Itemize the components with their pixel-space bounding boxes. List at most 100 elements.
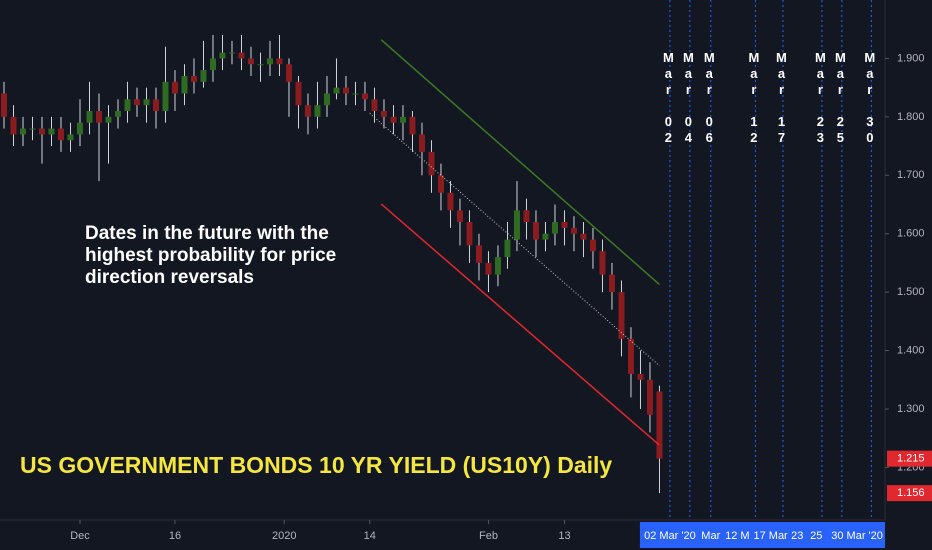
candle-body — [456, 210, 463, 223]
reversal-date-label: Mar 30 — [862, 50, 878, 146]
candle-body — [219, 52, 226, 59]
candle-body — [361, 93, 368, 100]
candle-body — [390, 116, 397, 123]
candle-body — [352, 93, 359, 95]
candle-body — [333, 87, 340, 94]
candle-body — [200, 70, 207, 82]
trend-line — [380, 203, 660, 446]
candle-body — [437, 175, 444, 193]
candle-body — [266, 58, 273, 65]
y-tick-label: 1.700 — [897, 169, 925, 181]
candle-body — [57, 128, 64, 141]
candle-body — [86, 111, 93, 123]
candle-body — [162, 81, 169, 112]
candle-body — [181, 75, 188, 94]
x-tick-label: Dec — [70, 530, 90, 542]
candle-body — [228, 52, 235, 54]
candle-body — [276, 58, 283, 65]
future-tick-label: 02 Mar '20 — [644, 530, 696, 542]
candle-body — [342, 87, 349, 94]
reversal-date-label: Mar 17 — [773, 50, 789, 146]
future-axis-box — [639, 522, 885, 548]
trend-line — [369, 112, 660, 367]
future-tick-label: 25 — [810, 530, 822, 542]
candle-body — [627, 338, 634, 374]
candle-body — [447, 192, 454, 211]
candle-body — [295, 81, 302, 106]
x-tick-label: 13 — [558, 530, 570, 542]
candle-body — [523, 210, 530, 223]
candle-body — [285, 64, 292, 82]
candle-body — [38, 128, 45, 135]
candle-body — [580, 233, 587, 240]
x-tick-label: 2020 — [272, 530, 296, 542]
candle-body — [485, 262, 492, 275]
candle-body — [190, 75, 197, 82]
future-tick-label: 12 M — [725, 530, 749, 542]
candle-body — [95, 111, 102, 123]
future-tick-label: 23 — [791, 530, 803, 542]
trend-line — [380, 39, 660, 286]
candle-body — [504, 239, 511, 258]
candle-body — [124, 99, 131, 112]
candle-body — [10, 116, 17, 135]
y-tick-label: 1.800 — [897, 111, 925, 123]
y-tick-label: 1.900 — [897, 52, 925, 64]
candle-body — [0, 93, 7, 117]
candle-body — [418, 134, 425, 152]
future-tick-label: 17 Mar — [753, 530, 788, 542]
candle-body — [67, 134, 74, 141]
candle-body — [475, 245, 482, 263]
candle-body — [608, 274, 615, 293]
y-tick-label: 1.300 — [897, 403, 925, 415]
candle-body — [209, 58, 216, 71]
candle-body — [399, 116, 406, 123]
x-tick-label: 16 — [169, 530, 181, 542]
candle-body — [152, 99, 159, 112]
y-tick-label: 1.400 — [897, 344, 925, 356]
candle-body — [105, 116, 112, 123]
candle-body — [599, 251, 606, 275]
candle-body — [380, 111, 387, 117]
candle-body — [637, 373, 644, 380]
candle-body — [19, 128, 26, 135]
price-label-box — [887, 450, 932, 467]
future-tick-label: 30 Mar '20 — [831, 530, 883, 542]
candle-body — [323, 93, 330, 106]
candle-body — [561, 222, 568, 228]
y-tick-label: 1.600 — [897, 228, 925, 240]
candle-body — [513, 210, 520, 240]
candle-body — [29, 128, 36, 130]
candle-body — [76, 122, 83, 135]
candle-body — [314, 105, 321, 117]
candle-body — [494, 257, 501, 275]
price-label-box — [887, 485, 932, 502]
x-tick-label: 14 — [364, 530, 376, 542]
candle-body — [570, 227, 577, 234]
future-tick-label: Mar — [701, 530, 720, 542]
candle-body — [542, 233, 549, 240]
candle-body — [304, 105, 311, 117]
candle-body — [371, 99, 378, 112]
x-tick-label: Feb — [479, 530, 498, 542]
price-label: 1.156 — [897, 487, 925, 499]
candle-body — [646, 379, 653, 415]
annotation: Dates in the future with the highest pro… — [85, 223, 337, 288]
reversal-date-label: Mar 02 — [660, 50, 676, 146]
candle-body — [257, 64, 264, 66]
reversal-date-label: Mar 23 — [812, 50, 828, 146]
reversal-date-label: Mar 25 — [832, 50, 848, 146]
y-tick-label: 1.500 — [897, 286, 925, 298]
reversal-date-label: Mar 12 — [746, 50, 762, 146]
candle-body — [48, 128, 55, 135]
candle-body — [532, 222, 539, 240]
reversal-date-label: Mar 06 — [701, 50, 717, 146]
candle-body — [238, 52, 245, 59]
chart-title: US GOVERNMENT BONDS 10 YR YIELD (US10Y) … — [20, 452, 613, 478]
candle-body — [171, 81, 178, 94]
price-label: 1.215 — [897, 453, 925, 465]
candle-body — [551, 222, 558, 234]
candle-body — [466, 222, 473, 246]
